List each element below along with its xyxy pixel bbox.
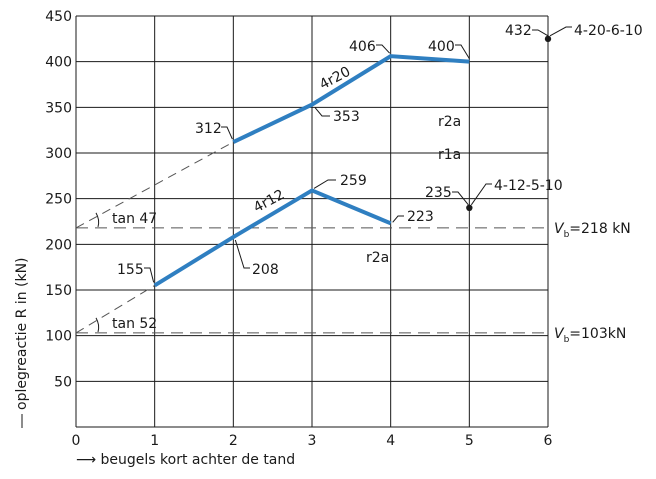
y-tick-label: 200 — [45, 237, 72, 253]
leader-line — [234, 239, 250, 269]
series-lines — [153, 35, 552, 288]
y-tick-label: 100 — [45, 329, 72, 345]
extension-line — [75, 285, 155, 334]
reference-label-value: =103kN — [569, 326, 626, 342]
x-tick-label: 0 — [72, 433, 81, 449]
angle-arc — [95, 212, 100, 228]
point-label: 208 — [252, 262, 279, 278]
point-label: 259 — [340, 173, 367, 189]
point-label: 312 — [195, 121, 222, 137]
x-tick-label: 4 — [386, 433, 395, 449]
annotation-r2a: r2a — [438, 114, 461, 130]
leader-line — [470, 183, 492, 206]
y-tick-label: 150 — [45, 283, 72, 299]
angle-arc — [95, 317, 100, 333]
y-tick-label: 400 — [45, 55, 72, 71]
x-tick-label: 5 — [465, 433, 474, 449]
leader-line — [314, 107, 330, 117]
series-line — [153, 188, 392, 288]
point-label: 432 — [505, 23, 532, 39]
annotation-r1a: r1a — [438, 147, 461, 163]
leader-line — [392, 215, 404, 223]
isolated-point-label: 4-12-5-10 — [494, 178, 563, 194]
point-label: 223 — [407, 209, 434, 225]
annotation-tan47: tan 47 — [112, 211, 157, 227]
annotation-tan52: tan 52 — [112, 316, 157, 332]
axis-ticks: 50 100 150 200 250 300 350 400 450 0 1 2 3 4 5 6 — [45, 9, 552, 449]
y-tick-label: 250 — [45, 192, 72, 208]
y-tick-label: 450 — [45, 9, 72, 25]
reference-label-v: V — [554, 221, 565, 237]
leader-line — [452, 191, 469, 206]
reference-label-value: =218 kN — [569, 221, 630, 237]
reference-line-label: Vb=103kN — [554, 326, 626, 345]
reference-label-sub: b — [564, 335, 570, 345]
x-axis-title: beugels kort achter de tand — [100, 452, 296, 468]
point-label: 406 — [349, 39, 376, 55]
leader-line — [549, 26, 572, 37]
y-axis-title-group: oplegreactie R in (kN) — [14, 257, 30, 428]
point-label: 155 — [117, 262, 144, 278]
series-line — [232, 54, 470, 144]
point-label: 235 — [425, 185, 452, 201]
annotation-4r12: 4r12 — [251, 187, 287, 216]
x-tick-label: 3 — [308, 433, 317, 449]
x-tick-label: 1 — [150, 433, 159, 449]
x-axis-title-arrow: ⟶ — [76, 452, 97, 468]
leader-line — [376, 44, 391, 54]
x-axis-title-group: ⟶ beugels kort achter de tand — [76, 452, 295, 468]
grid — [75, 15, 549, 428]
isolated-point — [544, 35, 552, 43]
reference-line-label: Vb=218 kN — [554, 221, 631, 240]
leader-line — [532, 29, 549, 37]
x-tick-label: 6 — [544, 433, 553, 449]
reference-label-sub: b — [564, 230, 570, 240]
leader-line — [455, 44, 470, 59]
point-label: 400 — [428, 39, 455, 55]
isolated-point — [466, 204, 473, 211]
y-tick-label: 50 — [54, 374, 72, 390]
y-tick-label: 300 — [45, 146, 72, 162]
point-labels: 155 208 259 223 312 353 406 400 432 235 4-20-6-10 4… — [112, 23, 643, 332]
leader-line — [313, 179, 336, 189]
leader-line — [144, 267, 155, 283]
isolated-point-label: 4-20-6-10 — [574, 23, 643, 39]
point-label: 353 — [333, 109, 360, 125]
reference-label-v: V — [554, 326, 565, 342]
leader-line — [221, 126, 233, 140]
x-tick-label: 2 — [229, 433, 238, 449]
y-tick-label: 350 — [45, 100, 72, 116]
annotation-r2a-lower: r2a — [366, 250, 389, 266]
y-axis-title: oplegreactie R in (kN) — [14, 257, 30, 410]
